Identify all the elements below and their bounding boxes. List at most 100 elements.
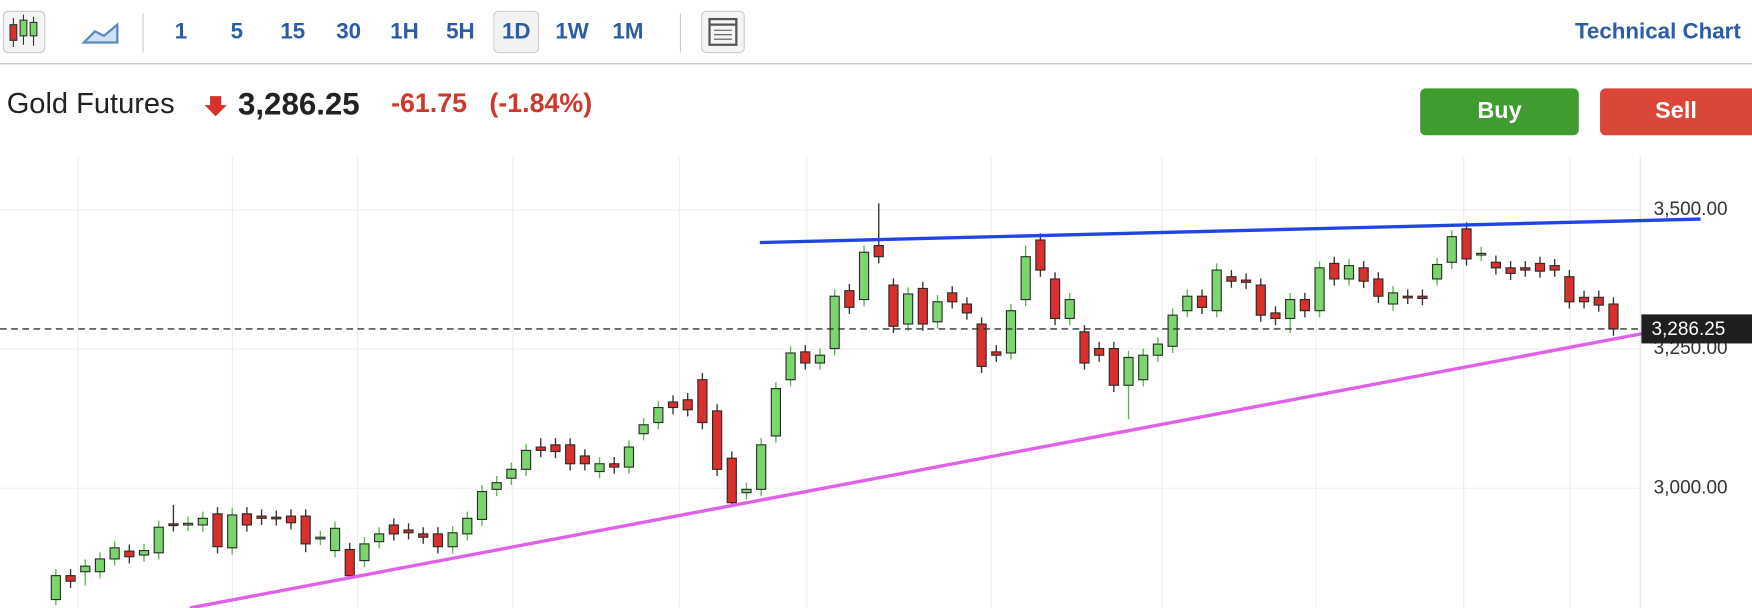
candle-body <box>1314 267 1325 312</box>
candle-body <box>241 513 253 526</box>
candle-body <box>418 533 429 538</box>
candle-body <box>1343 265 1355 280</box>
candle-body <box>873 245 884 258</box>
last-price: 3,286.25 <box>238 86 360 121</box>
candle-body <box>1211 269 1222 312</box>
resistance-trendline <box>759 217 1701 245</box>
candle-body <box>711 410 723 470</box>
candle-body <box>697 379 708 424</box>
interval-button[interactable]: 15 <box>280 18 305 43</box>
candle-body <box>506 468 517 479</box>
candle-body <box>271 516 282 520</box>
candle-body <box>550 444 561 453</box>
candle-body <box>1387 292 1399 305</box>
candle-body <box>800 351 811 364</box>
candle-body <box>1329 262 1340 280</box>
interval-button[interactable]: 1H <box>390 18 419 43</box>
candle-body <box>594 463 605 473</box>
candle-body <box>476 491 488 520</box>
candle-body <box>285 515 297 524</box>
interval-button[interactable]: 30 <box>336 18 361 43</box>
toolbar-title: Technical Chart <box>1575 18 1741 43</box>
candle-body <box>109 547 120 560</box>
candle-body <box>535 446 546 451</box>
interval-button[interactable]: 5 <box>231 18 243 43</box>
candle-body <box>80 565 91 573</box>
candle-body <box>976 323 987 367</box>
y-tick-label: 3,000.00 <box>1654 477 1728 498</box>
candle-body <box>844 290 855 308</box>
candle-body <box>315 536 326 540</box>
candle-body <box>1020 256 1031 301</box>
candle-body <box>1049 278 1061 320</box>
overlay: 3,000.003,250.003,500.003,286.25 <box>1641 199 1752 498</box>
interval-button[interactable]: 1W <box>555 18 589 43</box>
candle-body <box>1270 312 1281 320</box>
candle-body <box>1108 347 1119 386</box>
candle-body <box>1064 298 1075 320</box>
interval-button[interactable]: 5H <box>446 18 475 43</box>
candle-body <box>94 558 106 573</box>
candle-body <box>814 354 826 364</box>
toolbar: 1 5 15 30 1H 5H 1D 1W 1M Technical Chart <box>0 0 1752 65</box>
candle-body <box>388 524 399 535</box>
candle-body <box>770 388 781 437</box>
candle-body <box>1446 236 1457 263</box>
candle-body <box>726 457 737 504</box>
interval-button[interactable]: 1D <box>502 18 531 43</box>
buy-button-bg[interactable] <box>1420 88 1579 136</box>
candle-body <box>138 550 150 556</box>
candle-body <box>579 455 590 465</box>
interval-button[interactable]: 1M <box>612 18 643 43</box>
chart: 3,000.003,250.003,500.003,286.25 <box>0 156 1752 608</box>
sell-button[interactable]: Sell <box>1600 88 1752 136</box>
candle-body <box>1578 296 1590 303</box>
interval-button[interactable]: 1 <box>175 18 187 43</box>
candle-body <box>638 424 649 435</box>
sell-button-bg[interactable] <box>1600 88 1752 136</box>
candle-body <box>1549 265 1560 271</box>
candle-body <box>1226 276 1237 282</box>
instrument-name: Gold Futures <box>7 88 175 120</box>
buy-label[interactable]: Buy <box>1477 97 1521 123</box>
candle-body <box>785 352 796 381</box>
candle-body <box>565 444 576 465</box>
candle-body <box>1123 356 1134 386</box>
candle-body <box>1079 331 1090 364</box>
candle-body <box>1196 295 1208 308</box>
line-icon[interactable] <box>81 22 119 44</box>
candle-body <box>491 482 502 490</box>
candle-body <box>50 575 61 601</box>
candle-body <box>756 444 767 490</box>
candle-body <box>1476 252 1487 256</box>
candle-icon[interactable] <box>2 10 46 54</box>
candle-body <box>432 533 444 548</box>
candle-body <box>1167 314 1178 347</box>
candle-body <box>1432 263 1443 280</box>
candle-body <box>903 293 914 325</box>
sell-label[interactable]: Sell <box>1655 97 1697 123</box>
buy-button[interactable]: Buy <box>1420 88 1579 136</box>
interval-selected[interactable] <box>493 10 540 54</box>
candle-body <box>932 301 943 323</box>
candle-body <box>1461 228 1472 260</box>
candle-body <box>947 292 958 303</box>
candle-body <box>1608 303 1619 330</box>
candle-body <box>168 523 179 527</box>
candle-body <box>1490 261 1502 269</box>
candle-body <box>344 548 355 577</box>
candle-body <box>520 449 532 470</box>
candle-body <box>153 526 164 554</box>
candle-body <box>1094 347 1105 356</box>
candle-body <box>1005 310 1017 354</box>
candle-body <box>1564 276 1575 303</box>
candle-body <box>197 517 208 526</box>
candle-body <box>1240 279 1252 283</box>
current-price-badge <box>1641 314 1752 344</box>
candle-body <box>212 513 223 548</box>
price-change: -61.75 <box>391 88 467 118</box>
candle-body <box>1593 296 1604 306</box>
layout-icon[interactable] <box>701 10 745 54</box>
candle-body <box>1285 298 1296 320</box>
candle-body <box>374 533 385 543</box>
